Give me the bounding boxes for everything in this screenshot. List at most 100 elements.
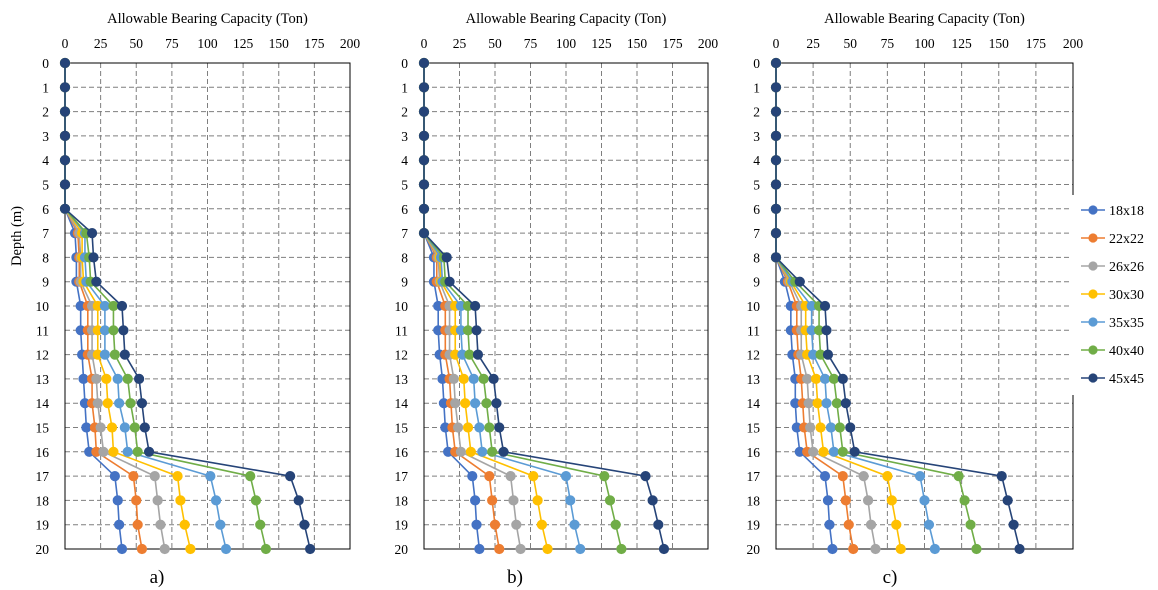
data-point xyxy=(865,519,877,530)
data-point xyxy=(849,446,860,457)
legend-label: 18x18 xyxy=(1109,204,1144,219)
y-tick-label: 7 xyxy=(753,226,760,241)
data-point xyxy=(770,252,782,263)
y-tick-label: 17 xyxy=(747,469,761,484)
data-point xyxy=(125,398,136,409)
data-point xyxy=(99,349,111,360)
data-point xyxy=(481,398,492,409)
data-point xyxy=(132,446,143,457)
data-point xyxy=(848,543,859,555)
data-point xyxy=(81,422,92,433)
x-tick-label: 100 xyxy=(556,36,577,51)
data-point xyxy=(770,57,782,69)
series-45x45 xyxy=(59,57,316,555)
legend-label: 35x35 xyxy=(1109,316,1144,331)
panel-label: a) xyxy=(150,567,165,588)
data-point xyxy=(418,57,430,69)
data-point xyxy=(215,519,226,530)
data-point xyxy=(770,130,782,141)
y-tick-label: 7 xyxy=(42,226,49,241)
legend-marker xyxy=(1088,233,1098,243)
data-point xyxy=(467,471,478,482)
data-point xyxy=(293,495,304,506)
y-tick-label: 6 xyxy=(753,202,760,217)
y-tick-label: 9 xyxy=(42,275,49,290)
x-tick-label: 50 xyxy=(488,36,502,51)
y-tick-label: 17 xyxy=(36,469,50,484)
data-point xyxy=(491,398,502,409)
data-point xyxy=(101,373,112,384)
x-tick-label: 50 xyxy=(844,36,858,51)
data-point xyxy=(99,300,111,312)
legend-label: 30x30 xyxy=(1109,288,1144,303)
data-point xyxy=(136,543,148,555)
legend-entry: 40x40 xyxy=(1081,344,1144,359)
data-point xyxy=(821,325,832,336)
data-point xyxy=(770,82,782,93)
data-point xyxy=(565,495,576,506)
data-point xyxy=(418,203,430,214)
y-tick-label: 17 xyxy=(395,469,409,484)
data-point xyxy=(971,543,982,555)
data-point xyxy=(810,373,822,384)
data-point xyxy=(843,519,854,530)
y-tick-label: 10 xyxy=(395,299,409,314)
y-tick-label: 0 xyxy=(753,56,760,71)
x-axis-title: Allowable Bearing Capacity (Ton) xyxy=(107,11,308,27)
data-point xyxy=(770,203,782,214)
panel-label: c) xyxy=(883,567,898,588)
data-point xyxy=(116,300,128,312)
chart-panel-2: 0 25 50 75 100 125 150 175 200012345678910111213… xyxy=(395,11,719,588)
y-tick-label: 12 xyxy=(36,348,50,363)
data-point xyxy=(508,495,519,506)
data-point xyxy=(78,373,89,384)
chart-panel-3: 0 25 50 75 100 125 150 175 200012345678910111213… xyxy=(747,11,1084,588)
legend-marker xyxy=(1088,289,1098,299)
y-tick-label: 15 xyxy=(36,421,50,436)
data-point xyxy=(470,300,481,312)
y-tick-label: 12 xyxy=(747,348,761,363)
data-point xyxy=(821,398,832,409)
y-tick-label: 2 xyxy=(42,105,49,120)
data-point xyxy=(845,422,856,433)
data-point xyxy=(444,276,455,287)
data-point xyxy=(92,398,103,409)
y-tick-label: 8 xyxy=(42,250,49,265)
x-tick-label: 50 xyxy=(130,36,144,51)
data-point xyxy=(59,179,71,190)
x-axis-title: Allowable Bearing Capacity (Ton) xyxy=(824,11,1025,27)
x-tick-label: 100 xyxy=(197,36,218,51)
data-point xyxy=(862,495,874,506)
y-tick-label: 9 xyxy=(401,275,408,290)
data-point xyxy=(152,495,163,506)
y-tick-label: 5 xyxy=(401,178,408,193)
data-point xyxy=(122,373,133,384)
data-point xyxy=(418,106,430,117)
y-tick-label: 15 xyxy=(395,421,409,436)
data-point xyxy=(462,422,474,433)
data-point xyxy=(465,446,476,457)
data-point xyxy=(837,471,848,482)
legend-label: 45x45 xyxy=(1109,372,1144,387)
data-point xyxy=(134,373,145,384)
x-tick-label: 75 xyxy=(524,36,538,51)
y-tick-label: 18 xyxy=(747,493,761,508)
panel-label: b) xyxy=(507,567,523,588)
data-point xyxy=(102,398,113,409)
data-point xyxy=(210,495,222,506)
data-point xyxy=(805,422,816,433)
y-tick-label: 1 xyxy=(401,80,408,95)
data-point xyxy=(116,543,128,555)
data-point xyxy=(143,446,155,457)
data-point xyxy=(812,398,823,409)
data-point xyxy=(996,471,1007,482)
x-tick-label: 75 xyxy=(165,36,179,51)
y-tick-label: 1 xyxy=(753,80,760,95)
x-tick-label: 0 xyxy=(773,36,780,51)
y-tick-label: 0 xyxy=(401,56,408,71)
data-point xyxy=(418,130,430,141)
data-point xyxy=(149,471,160,482)
data-point xyxy=(488,373,499,384)
data-point xyxy=(99,325,111,336)
data-point xyxy=(560,471,572,482)
